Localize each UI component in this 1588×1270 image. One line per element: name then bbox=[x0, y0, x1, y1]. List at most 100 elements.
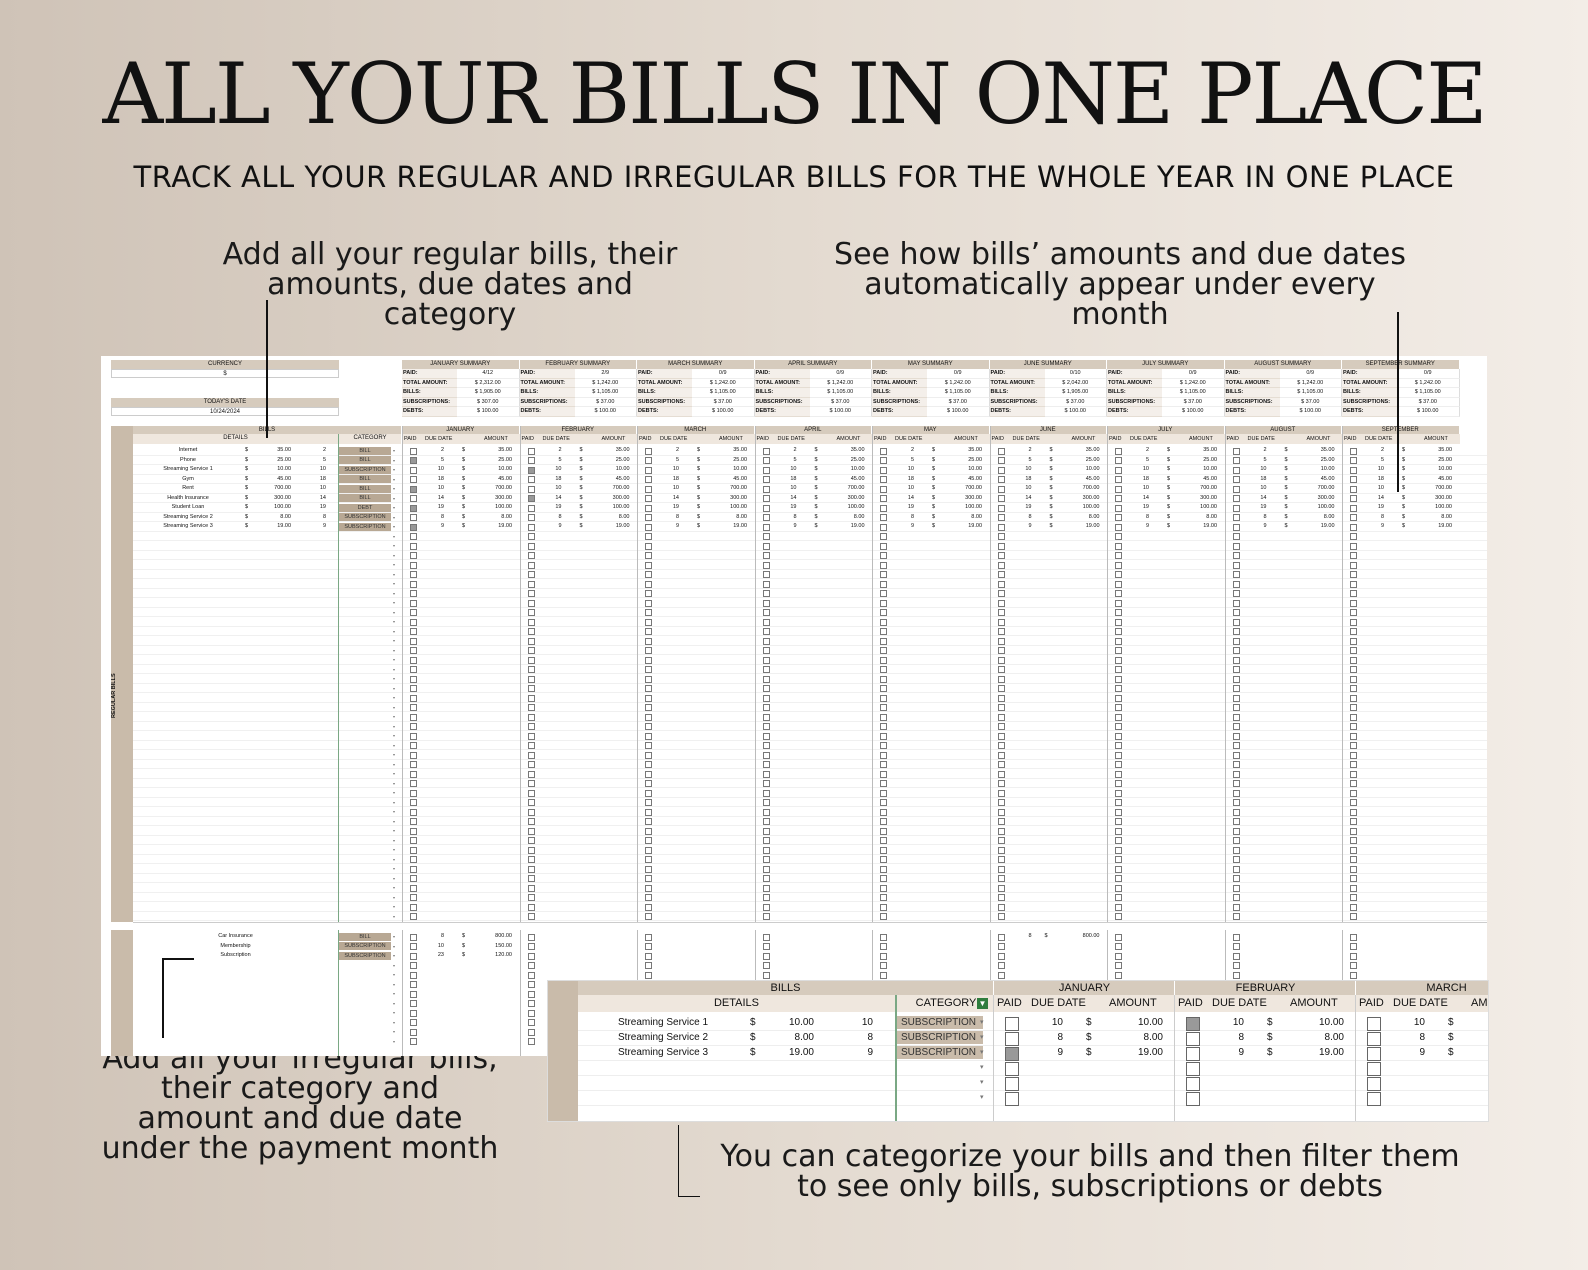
paid-checkbox[interactable] bbox=[1350, 971, 1357, 979]
paid-checkbox[interactable] bbox=[1232, 523, 1240, 531]
zoom-dropdown-icon[interactable]: ▾ bbox=[980, 1019, 984, 1026]
paid-checkbox[interactable] bbox=[762, 770, 770, 778]
paid-checkbox[interactable] bbox=[527, 818, 535, 825]
paid-checkbox[interactable] bbox=[1232, 447, 1240, 455]
paid-checkbox[interactable] bbox=[1350, 514, 1357, 521]
category-dropdown-icon[interactable]: ▾ bbox=[393, 837, 396, 843]
paid-checkbox[interactable] bbox=[997, 732, 1005, 740]
paid-checkbox[interactable] bbox=[997, 590, 1005, 597]
paid-checkbox[interactable] bbox=[527, 780, 535, 787]
paid-checkbox[interactable] bbox=[1115, 561, 1122, 569]
paid-checkbox[interactable] bbox=[997, 542, 1005, 550]
paid-checkbox[interactable] bbox=[1115, 770, 1122, 778]
paid-checkbox[interactable] bbox=[880, 618, 887, 626]
paid-checkbox[interactable] bbox=[880, 713, 887, 721]
paid-checkbox[interactable] bbox=[1232, 628, 1240, 635]
paid-checkbox[interactable] bbox=[997, 713, 1005, 721]
paid-checkbox[interactable] bbox=[527, 971, 535, 979]
paid-checkbox[interactable] bbox=[527, 913, 535, 920]
paid-checkbox[interactable] bbox=[880, 751, 887, 759]
paid-checkbox[interactable] bbox=[1232, 704, 1240, 711]
paid-checkbox[interactable] bbox=[880, 865, 887, 873]
paid-checkbox[interactable] bbox=[410, 962, 417, 969]
paid-checkbox[interactable] bbox=[1115, 637, 1122, 645]
paid-checkbox[interactable] bbox=[645, 856, 652, 863]
zoom-dropdown-icon[interactable]: ▾ bbox=[980, 1049, 984, 1056]
paid-checkbox[interactable] bbox=[1350, 704, 1357, 711]
paid-checkbox[interactable] bbox=[645, 533, 652, 540]
paid-checkbox[interactable] bbox=[1232, 466, 1240, 474]
paid-checkbox[interactable] bbox=[410, 523, 417, 531]
paid-checkbox[interactable] bbox=[1232, 875, 1240, 882]
zoom-category-cell[interactable]: SUBSCRIPTION bbox=[897, 1016, 983, 1029]
paid-checkbox[interactable] bbox=[410, 990, 417, 998]
paid-checkbox[interactable] bbox=[880, 571, 887, 578]
paid-checkbox[interactable] bbox=[997, 827, 1005, 835]
paid-checkbox[interactable] bbox=[527, 990, 535, 998]
paid-checkbox[interactable] bbox=[762, 457, 770, 464]
paid-checkbox[interactable] bbox=[1232, 694, 1240, 702]
zoom-paid-checkbox[interactable] bbox=[1005, 1091, 1019, 1106]
paid-checkbox[interactable] bbox=[762, 962, 770, 969]
paid-checkbox[interactable] bbox=[527, 751, 535, 759]
paid-checkbox[interactable] bbox=[762, 514, 770, 521]
category-dropdown-icon[interactable]: ▾ bbox=[393, 818, 396, 824]
paid-checkbox[interactable] bbox=[527, 637, 535, 645]
paid-checkbox[interactable] bbox=[527, 647, 535, 654]
paid-checkbox[interactable] bbox=[1232, 685, 1240, 692]
paid-checkbox[interactable] bbox=[410, 542, 417, 550]
paid-checkbox[interactable] bbox=[997, 962, 1005, 969]
category-dropdown-icon[interactable]: ▾ bbox=[393, 476, 396, 482]
paid-checkbox[interactable] bbox=[527, 457, 535, 464]
paid-checkbox[interactable] bbox=[1350, 789, 1357, 797]
paid-checkbox[interactable] bbox=[1115, 656, 1122, 664]
paid-checkbox[interactable] bbox=[1350, 457, 1357, 464]
paid-checkbox[interactable] bbox=[410, 808, 417, 816]
paid-checkbox[interactable] bbox=[410, 837, 417, 844]
paid-checkbox[interactable] bbox=[527, 1019, 535, 1026]
category-dropdown-icon[interactable]: ▾ bbox=[393, 543, 396, 548]
paid-checkbox[interactable] bbox=[1350, 943, 1357, 950]
paid-checkbox[interactable] bbox=[997, 933, 1005, 941]
paid-checkbox[interactable] bbox=[997, 818, 1005, 825]
category-dropdown-icon[interactable]: ▾ bbox=[393, 495, 396, 501]
category-dropdown-icon[interactable]: ▾ bbox=[393, 581, 396, 586]
category-dropdown-icon[interactable]: ▾ bbox=[393, 991, 396, 996]
paid-checkbox[interactable] bbox=[880, 466, 887, 474]
paid-checkbox[interactable] bbox=[762, 952, 770, 960]
category-dropdown-icon[interactable]: ▾ bbox=[393, 972, 396, 977]
paid-checkbox[interactable] bbox=[1232, 561, 1240, 569]
paid-checkbox[interactable] bbox=[527, 1038, 535, 1045]
paid-checkbox[interactable] bbox=[880, 523, 887, 531]
category-dropdown-icon[interactable]: ▾ bbox=[393, 809, 396, 814]
paid-checkbox[interactable] bbox=[410, 647, 417, 654]
paid-checkbox[interactable] bbox=[1115, 971, 1122, 979]
paid-checkbox[interactable] bbox=[1115, 571, 1122, 578]
today-value[interactable]: 10/24/2024 bbox=[111, 407, 339, 416]
paid-checkbox[interactable] bbox=[1232, 618, 1240, 626]
paid-checkbox[interactable] bbox=[1115, 476, 1122, 483]
paid-checkbox[interactable] bbox=[1115, 552, 1122, 559]
paid-checkbox[interactable] bbox=[1232, 818, 1240, 825]
paid-checkbox[interactable] bbox=[645, 789, 652, 797]
paid-checkbox[interactable] bbox=[410, 894, 417, 901]
paid-checkbox[interactable] bbox=[645, 647, 652, 654]
paid-checkbox[interactable] bbox=[1350, 903, 1357, 911]
paid-checkbox[interactable] bbox=[410, 618, 417, 626]
paid-checkbox[interactable] bbox=[1350, 552, 1357, 559]
paid-checkbox[interactable] bbox=[645, 666, 652, 673]
paid-checkbox[interactable] bbox=[1350, 884, 1357, 892]
paid-checkbox[interactable] bbox=[997, 913, 1005, 920]
paid-checkbox[interactable] bbox=[1350, 751, 1357, 759]
category-cell[interactable]: BILL bbox=[339, 494, 391, 502]
zoom-category-cell[interactable]: SUBSCRIPTION bbox=[897, 1031, 983, 1044]
paid-checkbox[interactable] bbox=[880, 656, 887, 664]
paid-checkbox[interactable] bbox=[1350, 580, 1357, 588]
paid-checkbox[interactable] bbox=[527, 618, 535, 626]
paid-checkbox[interactable] bbox=[880, 943, 887, 950]
zoom-paid-checkbox[interactable] bbox=[1367, 1031, 1381, 1046]
paid-checkbox[interactable] bbox=[997, 485, 1005, 493]
paid-checkbox[interactable] bbox=[1115, 685, 1122, 692]
paid-checkbox[interactable] bbox=[1115, 523, 1122, 531]
paid-checkbox[interactable] bbox=[410, 485, 417, 493]
